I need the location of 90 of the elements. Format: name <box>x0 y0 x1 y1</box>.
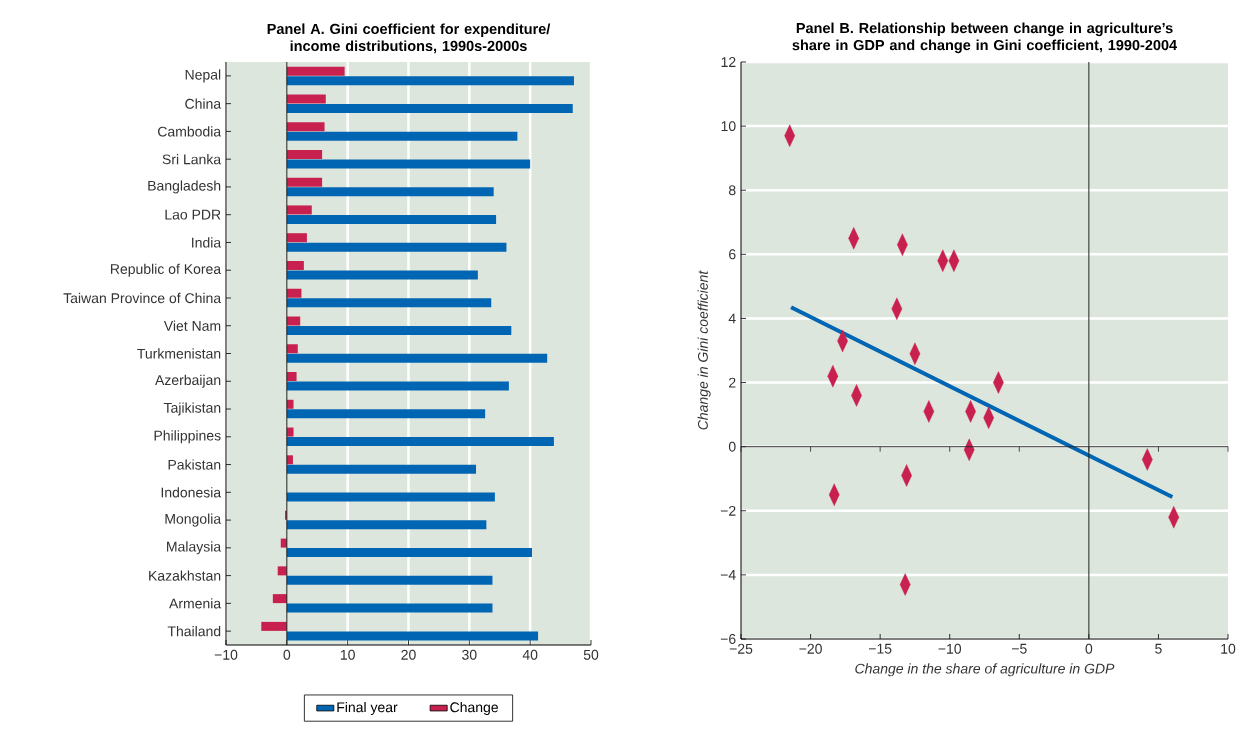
bar <box>286 520 487 530</box>
bar <box>286 94 326 104</box>
bar <box>286 464 477 474</box>
x-tick-label: −20 <box>799 643 822 654</box>
x-tick-label: −25 <box>729 643 753 654</box>
chart-title: Panel B. Relationship between change in agriculture’s share in GDP and change in Gini coefficient, 1990-2004 <box>792 22 1177 54</box>
bar <box>286 187 494 197</box>
chart-title: Panel A. Gini coefficient for expenditure/ income distributions, 1990s-2000s <box>267 23 551 54</box>
y-tick-label: −4 <box>720 570 736 580</box>
y-tick-label: Kazakhstan <box>149 570 221 581</box>
y-tick-label: Philippines <box>154 430 221 444</box>
x-tick-label: 5 <box>1155 643 1162 654</box>
x-tick-label: 0 <box>1085 643 1093 654</box>
bar <box>286 409 486 419</box>
bar <box>286 344 298 354</box>
y-tick-label: India <box>192 237 222 248</box>
legend-label: Change <box>450 701 498 716</box>
legend-label: Final year <box>337 701 398 716</box>
x-tick-label: 10 <box>1221 643 1236 654</box>
y-tick-label: Tajikistan <box>163 402 221 416</box>
bar <box>286 298 492 308</box>
bar <box>286 381 509 391</box>
y-tick-label: Mongolia <box>165 513 222 527</box>
y-tick-label: Armenia <box>169 598 222 609</box>
x-tick-label: −15 <box>868 643 892 654</box>
y-tick-label: 6 <box>729 249 736 260</box>
bar <box>286 492 495 502</box>
bar <box>286 205 312 215</box>
bar <box>286 399 294 409</box>
y-tick-label: 0 <box>728 441 736 452</box>
y-tick-label: Taiwan Province of China <box>63 292 222 304</box>
bar <box>286 603 493 613</box>
x-tick-label: 40 <box>522 649 538 660</box>
y-tick-label: Sri Lanka <box>162 154 222 165</box>
bar <box>272 594 287 604</box>
y-tick-label: 2 <box>729 377 736 388</box>
x-tick-label: 0 <box>283 649 291 660</box>
bar <box>286 159 531 169</box>
y-tick-label: Bangladesh <box>148 180 221 194</box>
y-tick-label: Turkmenistan <box>137 348 221 359</box>
y-tick-label: Lao PDR <box>165 209 221 220</box>
y-tick-label: Indonesia <box>161 487 222 498</box>
bar <box>286 214 497 224</box>
x-tick-label: −10 <box>214 649 238 660</box>
x-tick-label: −10 <box>938 643 962 654</box>
x-tick-label: −5 <box>1012 643 1027 654</box>
x-tick-label: 20 <box>401 649 416 660</box>
bar <box>286 76 574 86</box>
bar <box>286 242 507 252</box>
y-tick-label: China <box>185 98 222 109</box>
bar <box>286 427 294 437</box>
bar <box>286 437 554 447</box>
bar <box>286 122 325 132</box>
bar <box>286 575 493 585</box>
bar <box>286 131 518 141</box>
y-tick-label: 10 <box>721 121 736 132</box>
bar <box>286 325 512 335</box>
bar <box>286 548 532 558</box>
bar <box>286 455 293 465</box>
y-tick-label: Nepal <box>185 69 221 83</box>
y-tick-label: 12 <box>721 57 736 67</box>
bar <box>286 288 302 298</box>
bar <box>286 270 478 280</box>
x-axis-title: Change in the share of agriculture in GDP <box>855 663 1115 677</box>
bar <box>286 149 323 159</box>
y-tick-label: Thailand <box>167 625 221 637</box>
bar <box>286 316 301 326</box>
y-tick-label: 8 <box>728 185 736 196</box>
bar <box>286 177 323 187</box>
y-tick-label: −2 <box>720 505 736 516</box>
y-tick-label: Azerbaijan <box>155 374 221 388</box>
x-tick-label: 30 <box>462 649 477 660</box>
y-tick-label: Pakistan <box>168 459 221 470</box>
y-tick-label: Republic of Korea <box>110 263 222 277</box>
bar <box>286 66 345 76</box>
x-tick-label: 10 <box>340 649 355 660</box>
x-tick-label: 50 <box>583 649 599 660</box>
y-tick-label: 4 <box>728 313 736 324</box>
bar <box>286 260 304 270</box>
y-tick-label: Malaysia <box>167 541 222 555</box>
y-axis-title: Change in Gini coefficient <box>697 270 711 430</box>
bar <box>286 372 297 382</box>
bar <box>286 353 548 363</box>
y-tick-label: Cambodia <box>158 126 222 137</box>
y-tick-label: Viet Nam <box>163 320 221 331</box>
y-tick-label: −6 <box>720 634 736 644</box>
bar <box>286 233 307 243</box>
bar <box>286 103 573 113</box>
bar <box>261 621 287 631</box>
bar <box>286 631 539 641</box>
